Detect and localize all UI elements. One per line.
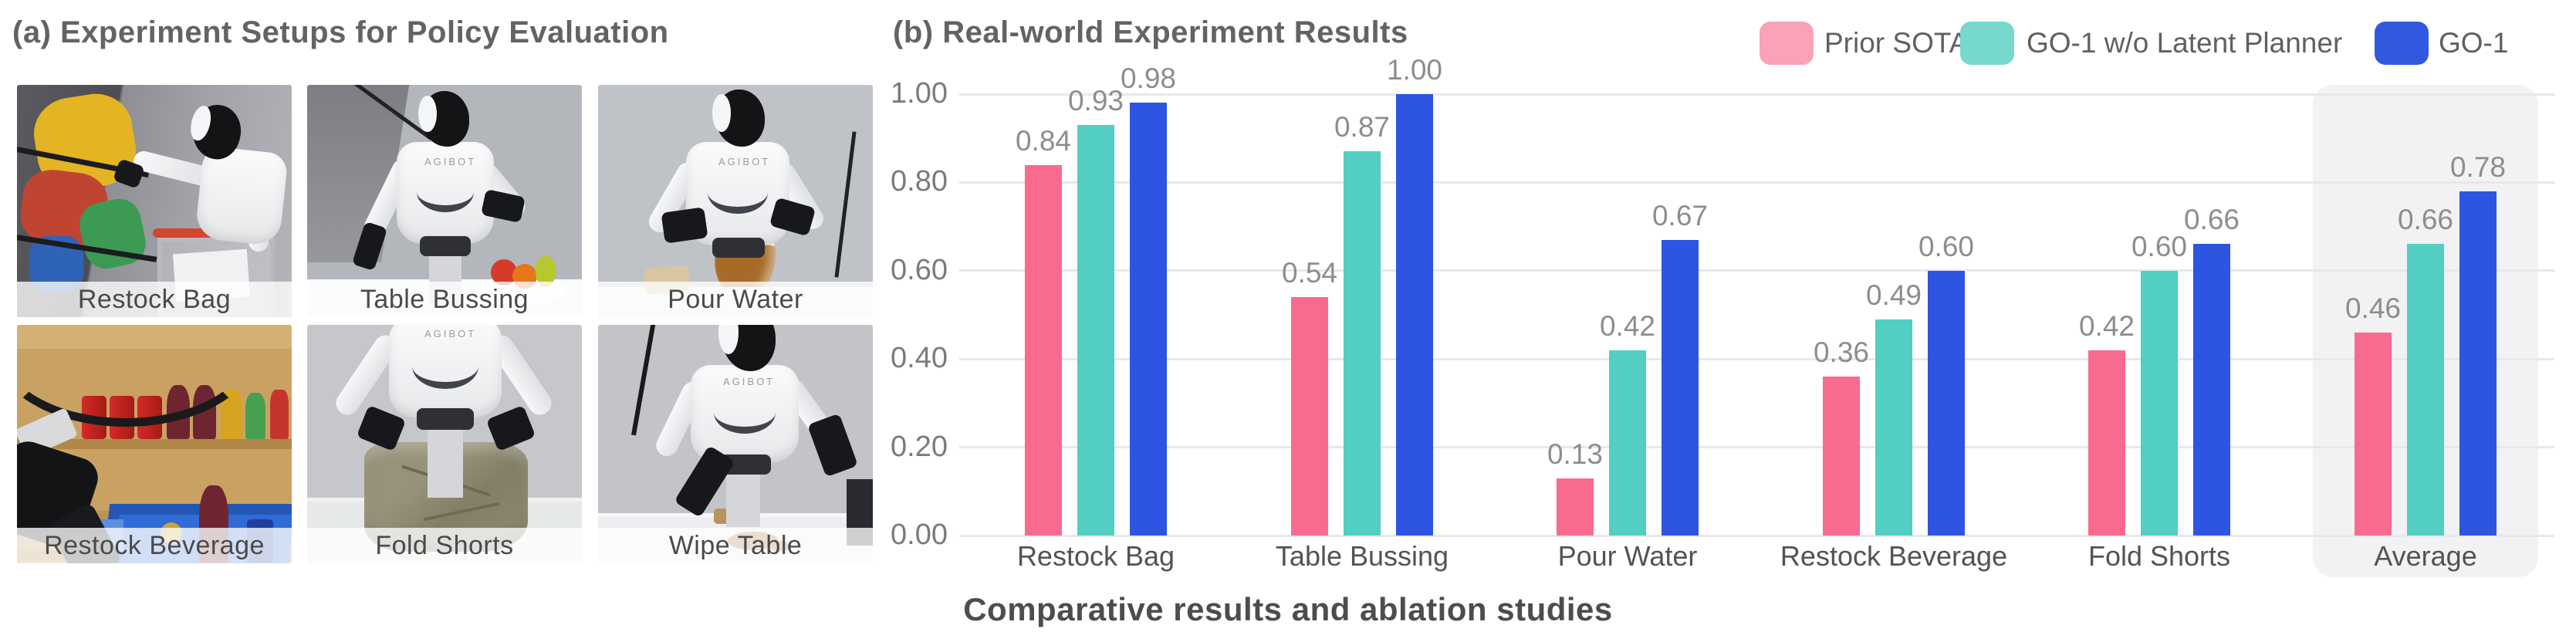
- photo-label: Restock Beverage: [44, 530, 265, 560]
- y-tick-label: 0.40: [891, 342, 948, 375]
- photo-wipe-table: AGIBOT Wipe Table: [598, 325, 873, 563]
- bar-prior-sota-table-bussing: [1291, 297, 1328, 536]
- gridline: [959, 446, 2554, 449]
- y-tick-label: 0.20: [891, 430, 948, 463]
- value-label-prior-sota-fold-shorts: 0.42: [2078, 309, 2135, 342]
- value-label-go-1-w-o-latent-planner-fold-shorts: 0.60: [2131, 230, 2187, 262]
- value-label-prior-sota-restock-bag: 0.84: [1015, 124, 1071, 157]
- value-label-prior-sota-table-bussing: 0.54: [1281, 257, 1337, 289]
- value-label-go-1-restock-bag: 0.98: [1120, 63, 1176, 95]
- red-bottle: [270, 390, 289, 439]
- bar-go-1-w-o-latent-planner-restock-beverage: [1875, 319, 1912, 536]
- bar-go-1-w-o-latent-planner-table-bussing: [1344, 151, 1381, 536]
- y-tick-label: 0.00: [891, 519, 948, 551]
- photo-label: Wipe Table: [668, 530, 803, 560]
- category-label-average: Average: [2374, 540, 2477, 572]
- category-label-pour-water: Pour Water: [1557, 540, 1698, 572]
- photo-table-bussing: AGIBOT Table Bussing: [307, 85, 582, 317]
- y-tick-label: 1.00: [891, 77, 948, 110]
- legend-swatch-prior-sota: [1760, 22, 1814, 65]
- cable-arc: [17, 325, 258, 427]
- shelf-board: [17, 439, 292, 449]
- bar-go-1-fold-shorts: [2193, 244, 2230, 536]
- photo-restock-beverage: Restock Beverage: [17, 325, 292, 563]
- bar-go-1-table-bussing: [1396, 94, 1433, 536]
- bar-go-1-average: [2459, 191, 2497, 536]
- category-label-restock-beverage: Restock Beverage: [1780, 540, 2008, 572]
- legend-swatch-go-1-w-o-latent-planner: [1960, 22, 2014, 65]
- figure-caption: Comparative results and ablation studies: [963, 591, 1613, 627]
- bar-go-1-w-o-latent-planner-restock-bag: [1077, 125, 1114, 536]
- bar-prior-sota-restock-beverage: [1823, 377, 1860, 536]
- value-label-go-1-average: 0.78: [2449, 150, 2506, 183]
- bar-prior-sota-fold-shorts: [2088, 350, 2125, 536]
- value-label-prior-sota-pour-water: 0.13: [1547, 438, 1603, 470]
- photo-caption: Wipe Table: [598, 528, 873, 563]
- photo-label: Pour Water: [668, 284, 803, 314]
- photo-caption: Pour Water: [598, 282, 873, 317]
- bar-go-1-w-o-latent-planner-average: [2407, 244, 2444, 536]
- photo-fold-shorts: AGIBOT Fold Shorts: [307, 325, 582, 563]
- legend-swatch-go-1: [2375, 22, 2429, 65]
- value-label-go-1-w-o-latent-planner-restock-beverage: 0.49: [1865, 279, 1922, 311]
- bar-prior-sota-pour-water: [1557, 478, 1594, 536]
- value-label-go-1-w-o-latent-planner-table-bussing: 0.87: [1334, 111, 1390, 144]
- value-label-go-1-pour-water: 0.67: [1651, 199, 1708, 231]
- legend-label-go-1-w-o-latent-planner: GO-1 w/o Latent Planner: [2027, 27, 2343, 59]
- category-label-restock-bag: Restock Bag: [1016, 540, 1175, 572]
- value-label-go-1-fold-shorts: 0.66: [2183, 204, 2240, 236]
- photo-caption: Fold Shorts: [307, 528, 582, 563]
- y-tick-label: 0.80: [891, 165, 948, 198]
- photo-caption: Restock Bag: [17, 282, 292, 317]
- bar-go-1-w-o-latent-planner-pour-water: [1609, 350, 1646, 536]
- bar-go-1-pour-water: [1662, 239, 1699, 536]
- value-label-go-1-table-bussing: 1.00: [1386, 54, 1442, 86]
- photo-pour-water: AGIBOT Pour Water: [598, 85, 873, 317]
- photo-label: Table Bussing: [360, 284, 529, 314]
- value-label-go-1-restock-beverage: 0.60: [1918, 230, 1974, 262]
- legend-label-go-1: GO-1: [2439, 27, 2509, 59]
- value-label-go-1-w-o-latent-planner-pour-water: 0.42: [1599, 309, 1655, 342]
- value-label-go-1-w-o-latent-planner-restock-bag: 0.93: [1067, 85, 1124, 117]
- category-label-table-bussing: Table Bussing: [1275, 540, 1449, 572]
- bar-prior-sota-average: [2355, 332, 2392, 536]
- bar-go-1-w-o-latent-planner-fold-shorts: [2141, 270, 2178, 536]
- bar-go-1-restock-bag: [1130, 103, 1167, 536]
- category-label-fold-shorts: Fold Shorts: [2088, 540, 2231, 572]
- bar-prior-sota-restock-bag: [1025, 164, 1062, 536]
- gridline: [959, 269, 2554, 272]
- photo-label: Restock Bag: [77, 284, 232, 314]
- value-label-prior-sota-average: 0.46: [2344, 292, 2401, 324]
- gridline: [959, 534, 2554, 537]
- bar-go-1-restock-beverage: [1928, 270, 1965, 536]
- gridline: [959, 357, 2554, 360]
- panel-b-title: (b) Real-world Experiment Results: [893, 15, 1408, 49]
- photo-caption: Table Bussing: [307, 282, 582, 317]
- photo-caption: Restock Beverage: [17, 528, 292, 563]
- gridline: [959, 181, 2554, 184]
- y-tick-label: 0.60: [891, 253, 948, 286]
- panel-a-title: (a) Experiment Setups for Policy Evaluat…: [12, 15, 669, 49]
- value-label-prior-sota-restock-beverage: 0.36: [1813, 336, 1869, 369]
- value-label-go-1-w-o-latent-planner-average: 0.66: [2397, 204, 2453, 236]
- photo-label: Fold Shorts: [375, 530, 514, 560]
- photo-restock-bag: Restock Bag: [17, 85, 292, 317]
- gridline: [959, 93, 2554, 96]
- legend-label-prior-sota: Prior SOTA: [1824, 27, 1969, 59]
- green-bottle: [245, 393, 265, 439]
